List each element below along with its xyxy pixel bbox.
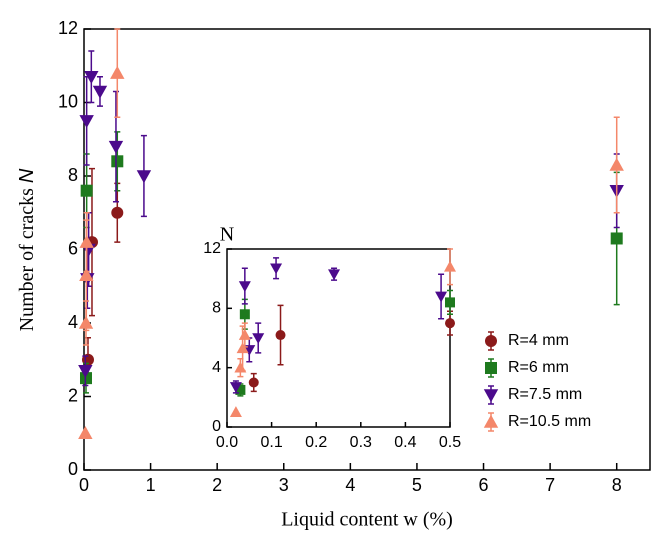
x-tick-label: 0.1 xyxy=(260,434,282,451)
point xyxy=(229,382,242,393)
point xyxy=(78,365,93,378)
y-tick-label: 12 xyxy=(203,240,221,257)
y-tick-label: 4 xyxy=(68,312,78,332)
point xyxy=(108,140,124,154)
point xyxy=(445,318,455,329)
point xyxy=(239,309,250,320)
point xyxy=(110,65,125,79)
y-tick-label: 0 xyxy=(68,459,78,479)
point xyxy=(238,281,251,293)
point xyxy=(229,406,242,417)
point xyxy=(445,297,455,308)
point xyxy=(270,263,283,275)
legend-label: R=4 mm xyxy=(508,332,569,349)
x-tick-label: 3 xyxy=(279,475,289,495)
x-tick-label: 2 xyxy=(212,475,222,495)
x-tick-label: 5 xyxy=(412,475,422,495)
y-tick-label: 10 xyxy=(58,91,78,111)
legend-marker xyxy=(485,335,497,347)
point xyxy=(92,85,108,99)
x-tick-label: 7 xyxy=(545,475,555,495)
legend-label: R=7.5 mm xyxy=(508,386,582,403)
point xyxy=(609,157,624,171)
y-tick-label: 6 xyxy=(68,238,78,258)
legend-label: R=10.5 mm xyxy=(508,413,591,430)
point xyxy=(610,232,623,245)
y-tick-label: 2 xyxy=(68,385,78,405)
legend-marker xyxy=(483,389,499,403)
legend-label: R=6 mm xyxy=(508,359,569,376)
point xyxy=(79,268,94,281)
x-tick-label: 0.0 xyxy=(216,434,238,451)
y-axis-label-text: Number of cracks xyxy=(16,183,38,331)
point xyxy=(275,330,286,341)
point xyxy=(243,345,256,356)
legend-marker xyxy=(485,362,497,374)
point xyxy=(79,234,94,248)
x-tick-label: 6 xyxy=(479,475,489,495)
x-tick-label: 1 xyxy=(146,475,156,495)
point xyxy=(78,426,93,440)
point xyxy=(435,291,448,303)
x-tick-label: 0.3 xyxy=(350,434,372,451)
point xyxy=(80,184,93,197)
plot-frame xyxy=(226,248,451,428)
point xyxy=(328,269,341,281)
point xyxy=(236,342,249,354)
x-tick-label: 0 xyxy=(79,475,89,495)
point xyxy=(84,71,99,84)
point xyxy=(248,377,259,388)
point xyxy=(234,361,247,373)
y-tick-label: 0 xyxy=(212,418,221,435)
y-tick-label: 8 xyxy=(68,165,78,185)
x-tick-label: 8 xyxy=(612,475,622,495)
y-axis-symbol: N xyxy=(16,168,38,183)
point xyxy=(111,155,124,168)
y-tick-label: 8 xyxy=(212,300,221,317)
y-tick-label: 4 xyxy=(212,359,221,376)
legend-marker xyxy=(483,414,499,428)
point xyxy=(238,329,251,340)
x-tick-label: 0.5 xyxy=(439,434,461,451)
point xyxy=(444,260,456,272)
x-tick-label: 0.2 xyxy=(305,434,327,451)
x-tick-label: 4 xyxy=(345,475,355,495)
x-axis-label: Liquid content w (%) xyxy=(281,509,453,531)
x-tick-label: 0.4 xyxy=(394,434,416,451)
inset-y-label: N xyxy=(220,224,234,246)
y-tick-label: 12 xyxy=(58,18,78,38)
point xyxy=(235,384,246,395)
point xyxy=(252,333,265,344)
y-axis-label: Number of cracks N xyxy=(16,168,39,331)
point xyxy=(79,115,94,129)
point xyxy=(136,170,152,184)
point xyxy=(111,206,124,219)
